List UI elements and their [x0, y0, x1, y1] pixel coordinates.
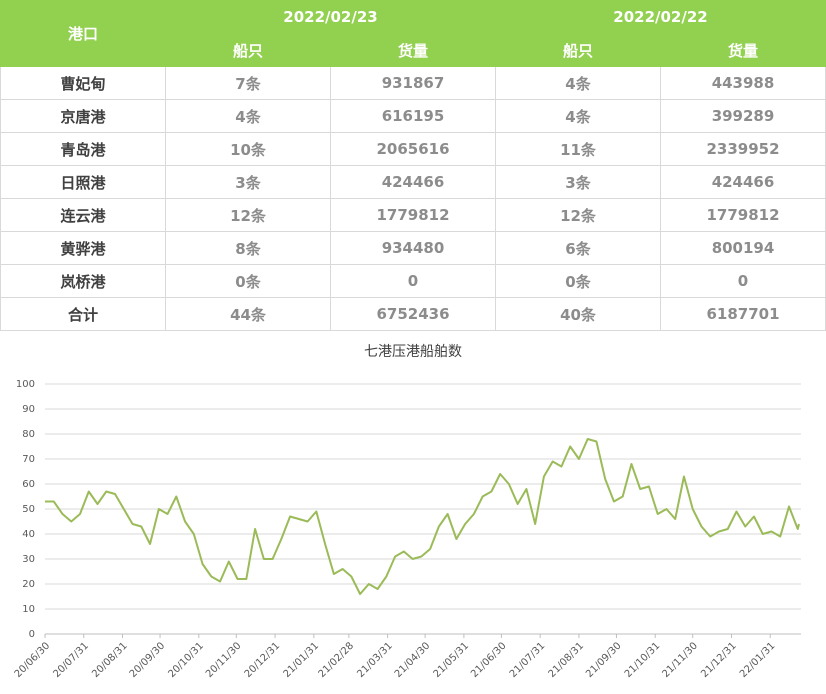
- table-cell: 4条: [495, 99, 661, 133]
- table-row: 连云港 12条 1779812 12条 1779812: [0, 198, 826, 232]
- port-name: 青岛港: [0, 132, 166, 166]
- header-cell: 港口: [0, 0, 166, 67]
- y-tick-label: 60: [22, 479, 35, 490]
- port-name: 连云港: [0, 198, 166, 232]
- table-row: 合计 44条 6752436 40条 6187701: [0, 297, 826, 331]
- x-tick-label: 21/06/30: [469, 640, 509, 680]
- y-tick-label: 100: [16, 379, 35, 390]
- table-cell: 8条: [165, 231, 331, 265]
- x-tick-label: 21/02/28: [317, 640, 357, 680]
- table-row: 黄骅港 8条 934480 6条 800194: [0, 231, 826, 265]
- table-cell: 1779812: [660, 198, 826, 232]
- table-row: 岚桥港 0条 0 0条 0: [0, 264, 826, 298]
- table-cell: 931867: [330, 66, 496, 100]
- table-cell: 1779812: [330, 198, 496, 232]
- chart-title: 七港压港船舶数: [364, 344, 462, 360]
- table-cell: 2065616: [330, 132, 496, 166]
- port-name: 京唐港: [0, 99, 166, 133]
- x-tick-label: 20/08/31: [90, 640, 130, 680]
- table-cell: 6752436: [330, 297, 496, 331]
- table-row: 曹妃甸 7条 931867 4条 443988: [0, 66, 826, 100]
- table-cell: 12条: [495, 198, 661, 232]
- x-tick-label: 21/01/31: [282, 640, 322, 680]
- port-name: 日照港: [0, 165, 166, 199]
- table-cell: 44条: [165, 297, 331, 331]
- table-cell: 616195: [330, 99, 496, 133]
- x-tick-label: 21/05/31: [432, 640, 472, 680]
- table-cell: 443988: [660, 66, 826, 100]
- x-tick-label: 20/06/30: [13, 640, 53, 680]
- x-tick-label: 20/09/30: [128, 640, 168, 680]
- header-row: 港口 2022/02/23 2022/02/22: [0, 0, 826, 67]
- x-tick-label: 20/07/31: [51, 640, 91, 680]
- table-cell: 6条: [495, 231, 661, 265]
- table-cell: 40条: [495, 297, 661, 331]
- port-name: 岚桥港: [0, 264, 166, 298]
- table-cell: 800194: [660, 231, 826, 265]
- y-tick-label: 30: [22, 554, 35, 565]
- y-tick-label: 50: [22, 504, 35, 515]
- table-cell: 934480: [330, 231, 496, 265]
- x-tick-label: 21/08/31: [547, 640, 587, 680]
- x-tick-label: 21/11/30: [660, 640, 700, 680]
- table-cell: 7条: [165, 66, 331, 100]
- x-tick-label: 22/01/31: [738, 640, 778, 680]
- table-cell: 0条: [495, 264, 661, 298]
- port-name: 曹妃甸: [0, 66, 166, 100]
- header-cell: 船只: [165, 33, 331, 67]
- table-cell: 10条: [165, 132, 331, 166]
- header-date: 2022/02/22: [495, 0, 826, 34]
- x-tick-label: 20/10/31: [167, 640, 207, 680]
- y-tick-label: 70: [22, 454, 35, 465]
- y-tick-label: 0: [29, 629, 35, 640]
- table-cell: 6187701: [660, 297, 826, 331]
- port-table: 港口 2022/02/23 2022/02/22 船只 货量 船只 货量 曹妃甸 7条 93186…: [0, 0, 826, 331]
- table-cell: 399289: [660, 99, 826, 133]
- table-cell: 3条: [165, 165, 331, 199]
- table-row: 京唐港 4条 616195 4条 399289: [0, 99, 826, 133]
- y-tick-label: 10: [22, 604, 35, 615]
- x-tick-label: 21/10/31: [623, 640, 663, 680]
- x-tick-label: 21/09/30: [584, 640, 624, 680]
- header-cell: 船只: [495, 33, 661, 67]
- table-cell: 0: [330, 264, 496, 298]
- port-name: 合计: [0, 297, 166, 331]
- x-tick-label: 20/12/31: [243, 640, 283, 680]
- table-cell: 4条: [495, 66, 661, 100]
- x-tick-label: 21/04/30: [393, 640, 433, 680]
- y-tick-label: 90: [22, 404, 35, 415]
- x-tick-label: 21/03/31: [355, 640, 395, 680]
- x-tick-label: 21/07/31: [508, 640, 548, 680]
- table-cell: 11条: [495, 132, 661, 166]
- table-cell: 3条: [495, 165, 661, 199]
- table-cell: 0: [660, 264, 826, 298]
- table-row: 日照港 3条 424466 3条 424466: [0, 165, 826, 199]
- port-name: 黄骅港: [0, 231, 166, 265]
- header-cell: 货量: [330, 33, 496, 67]
- x-tick-label: 20/11/30: [204, 640, 244, 680]
- y-tick-label: 80: [22, 429, 35, 440]
- y-tick-label: 40: [22, 529, 35, 540]
- table-row: 青岛港 10条 2065616 11条 2339952: [0, 132, 826, 166]
- table-cell: 424466: [660, 165, 826, 199]
- table-cell: 0条: [165, 264, 331, 298]
- table-cell: 424466: [330, 165, 496, 199]
- data-line: [45, 438, 800, 595]
- header-date: 2022/02/23: [165, 0, 496, 34]
- y-tick-label: 20: [22, 579, 35, 590]
- table-cell: 12条: [165, 198, 331, 232]
- header-row: 船只 货量 船只 货量: [1, 33, 826, 67]
- header-cell: 货量: [660, 33, 826, 67]
- table-cell: 4条: [165, 99, 331, 133]
- x-tick-label: 21/12/31: [699, 640, 739, 680]
- table-cell: 2339952: [660, 132, 826, 166]
